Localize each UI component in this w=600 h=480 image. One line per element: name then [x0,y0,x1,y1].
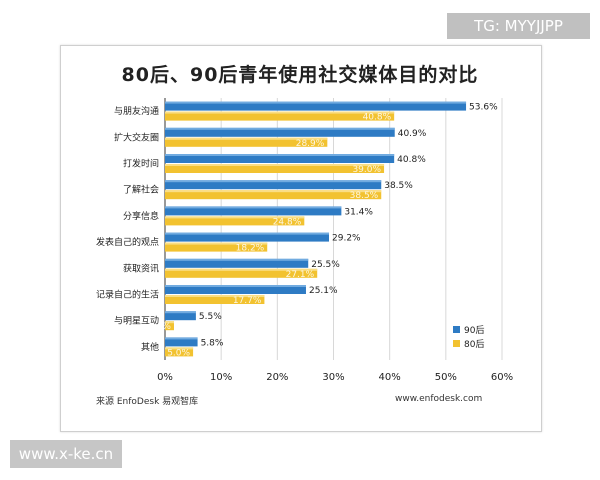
bar-80 [165,190,382,200]
watermark-top: TG: MYYJJPP [447,13,590,39]
data-label-80: 5.0% [167,348,190,358]
x-tick-label: 30% [322,372,344,383]
bar-90-highlight [165,127,395,130]
data-label-80: 24.8% [273,217,302,227]
data-label-90: 5.5% [199,312,222,322]
data-label-90: 53.6% [469,103,498,113]
bar-90 [165,311,196,321]
bar-80 [165,216,305,226]
data-label-80: 17.7% [233,296,262,306]
bar-90-highlight [165,285,306,287]
bar-90 [165,206,342,216]
x-tick-label: 40% [379,372,401,383]
bar-80-highlight [165,268,318,271]
legend-label-90: 90后 [464,325,485,336]
legend-item-90: 90后 [453,322,484,336]
bar-80 [165,321,174,331]
category-label: 发表自己的观点 [96,236,159,248]
category-label: 了解社会 [123,184,159,196]
data-label-80: 27.1% [286,270,315,280]
bar-80-highlight [165,295,265,297]
bar-90 [165,154,395,163]
bar-90-highlight [165,154,395,156]
bar-80-highlight [165,111,395,114]
bar-80-highlight [165,242,268,245]
bar-80-highlight [165,190,382,193]
bar-80-highlight [165,321,174,324]
x-tick-label: 60% [491,372,513,383]
bar-90 [165,180,382,190]
bar-90 [165,232,330,242]
category-label: 扩大交友圈 [114,131,159,143]
x-tick-label: 0% [157,372,173,383]
data-label-90: 25.5% [311,260,340,270]
x-tick-label: 10% [210,372,232,383]
bar-90-highlight [165,258,309,261]
category-label: 与明星互动 [114,316,159,327]
bar-90-highlight [165,180,382,183]
source-url: www.enfodesk.com [395,394,483,404]
data-label-80: 18.2% [236,244,265,254]
legend-swatch-80 [453,339,460,347]
bar-80 [165,347,194,357]
legend-item-80: 80后 [453,336,484,350]
category-label: 获取资讯 [123,263,159,274]
data-label-80: 28.9% [296,139,325,149]
bar-90-highlight [165,101,467,104]
data-label-90: 31.4% [344,207,373,217]
bar-80-highlight [165,216,305,219]
data-label-90: 40.9% [398,129,427,139]
x-tick-label: 50% [435,372,457,383]
bar-90 [165,127,395,137]
legend-swatch-90 [453,325,460,333]
bar-80-highlight [165,137,328,140]
bar-80 [165,137,328,147]
category-label: 记录自己的生活 [96,289,159,301]
category-label: 打发时间 [123,158,159,170]
bar-90-highlight [165,232,330,235]
bar-80 [165,164,385,173]
source-caption: 来源 EnfoDesk 易观智库 [96,397,199,407]
chart-legend: 90后 80后 [453,322,484,350]
bar-80-highlight [165,164,385,166]
bar-90 [165,285,306,294]
bar-90 [165,337,198,347]
category-label: 分享信息 [123,210,159,222]
bar-90-highlight [165,337,198,340]
bar-90-highlight [165,311,196,314]
bar-80-highlight [165,347,194,350]
bar-80 [165,295,265,304]
data-label-90: 29.2% [332,234,361,244]
data-label-80: 1.6% [148,322,171,332]
bar-90-highlight [165,206,342,209]
bar-80 [165,111,395,121]
bar-80 [165,242,268,252]
category-label: 与朋友沟通 [114,105,159,117]
bar-90 [165,258,309,268]
data-label-90: 38.5% [384,181,413,191]
category-label: 其他 [141,341,159,353]
data-label-90: 5.8% [201,338,224,348]
data-label-80: 38.5% [350,191,379,201]
data-label-80: 39.0% [352,165,381,175]
bar-80 [165,268,318,278]
legend-label-80: 80后 [464,339,485,350]
bar-90 [165,101,467,111]
watermark-bottom: www.x-ke.cn [10,440,122,468]
data-label-90: 40.8% [397,155,426,165]
data-label-80: 40.8% [363,113,392,123]
data-label-90: 25.1% [309,286,338,296]
chart-title: 80后、90后青年使用社交媒体目的对比 [121,64,479,86]
x-tick-label: 20% [266,372,288,383]
